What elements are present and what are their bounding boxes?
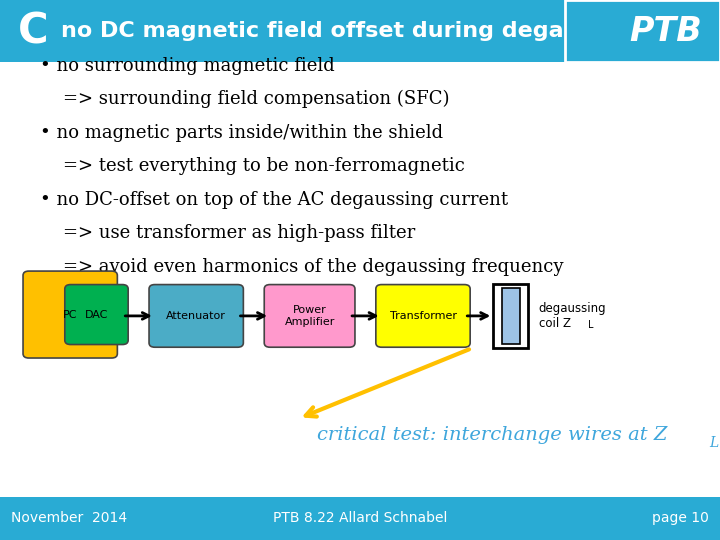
Text: C: C — [18, 10, 49, 52]
Text: • no surrounding magnetic field: • no surrounding magnetic field — [40, 57, 334, 75]
Text: => test everything to be non-ferromagnetic: => test everything to be non-ferromagnet… — [40, 157, 464, 175]
Text: Attenuator: Attenuator — [166, 311, 226, 321]
Text: degaussing
coil Z: degaussing coil Z — [539, 302, 606, 330]
Text: no DC magnetic field offset during degaussing: no DC magnetic field offset during degau… — [61, 21, 646, 41]
Text: PTB 8.22 Allard Schnabel: PTB 8.22 Allard Schnabel — [273, 511, 447, 525]
FancyBboxPatch shape — [65, 285, 128, 345]
Text: Transformer: Transformer — [390, 311, 456, 321]
Text: critical test: interchange wires at Z: critical test: interchange wires at Z — [317, 426, 667, 444]
Bar — [0, 0, 720, 62]
Text: L: L — [709, 436, 719, 450]
Text: DAC: DAC — [85, 309, 108, 320]
FancyBboxPatch shape — [376, 285, 470, 347]
Text: page 10: page 10 — [652, 511, 709, 525]
Text: => avoid even harmonics of the degaussing frequency: => avoid even harmonics of the degaussin… — [40, 258, 563, 275]
FancyBboxPatch shape — [149, 285, 243, 347]
Text: L: L — [588, 320, 593, 329]
Bar — [565, 0, 720, 62]
Bar — [502, 288, 520, 344]
Bar — [493, 284, 528, 348]
Text: November  2014: November 2014 — [11, 511, 127, 525]
Text: • no magnetic parts inside/within the shield: • no magnetic parts inside/within the sh… — [40, 124, 443, 141]
Text: PC: PC — [63, 309, 78, 320]
FancyBboxPatch shape — [23, 271, 117, 358]
Text: • no DC-offset on top of the AC degaussing current: • no DC-offset on top of the AC degaussi… — [40, 191, 508, 208]
Text: => use transformer as high-pass filter: => use transformer as high-pass filter — [40, 224, 415, 242]
Text: PTB: PTB — [629, 15, 703, 48]
FancyBboxPatch shape — [264, 285, 355, 347]
Text: Power
Amplifier: Power Amplifier — [284, 305, 335, 327]
Text: => surrounding field compensation (SFC): => surrounding field compensation (SFC) — [40, 90, 449, 109]
Bar — [0, 497, 720, 540]
